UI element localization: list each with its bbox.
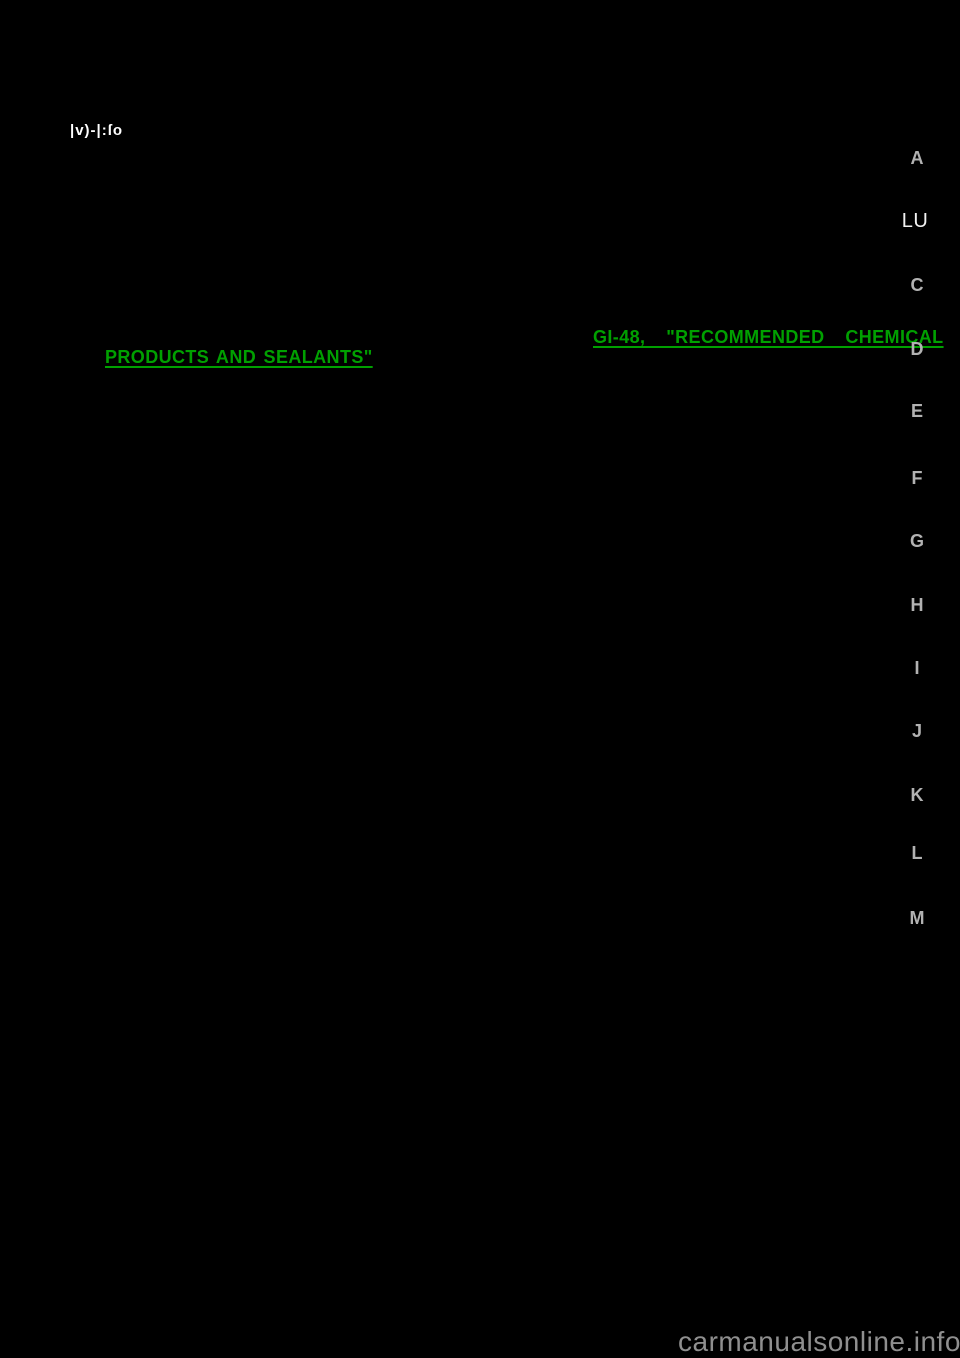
section-tab-j: J	[911, 721, 922, 741]
section-tab-g: G	[909, 531, 924, 551]
section-tab-k: K	[910, 785, 924, 805]
section-tab-h: H	[910, 595, 924, 615]
section-tab-d: D	[910, 339, 924, 359]
section-tab-i: I	[914, 658, 920, 678]
link-products-and-sealants[interactable]: PRODUCTS AND SEALANTS"	[105, 347, 373, 367]
section-tab-a: A	[910, 148, 924, 168]
section-tab-f: F	[911, 468, 923, 488]
watermark-text: carmanualsonline.info	[678, 1326, 960, 1357]
section-tab-c: C	[910, 275, 924, 295]
page-header-artifact-text: |v)-|:ſo	[70, 122, 124, 139]
section-tab-l: L	[911, 843, 923, 863]
section-tab-e: E	[910, 401, 923, 421]
section-tab-m: M	[909, 908, 925, 928]
section-tab-lu-current: LU	[901, 210, 929, 232]
link-gi48-recommended-chemical[interactable]: GI-48, "RECOMMENDED CHEMICAL	[593, 327, 944, 347]
